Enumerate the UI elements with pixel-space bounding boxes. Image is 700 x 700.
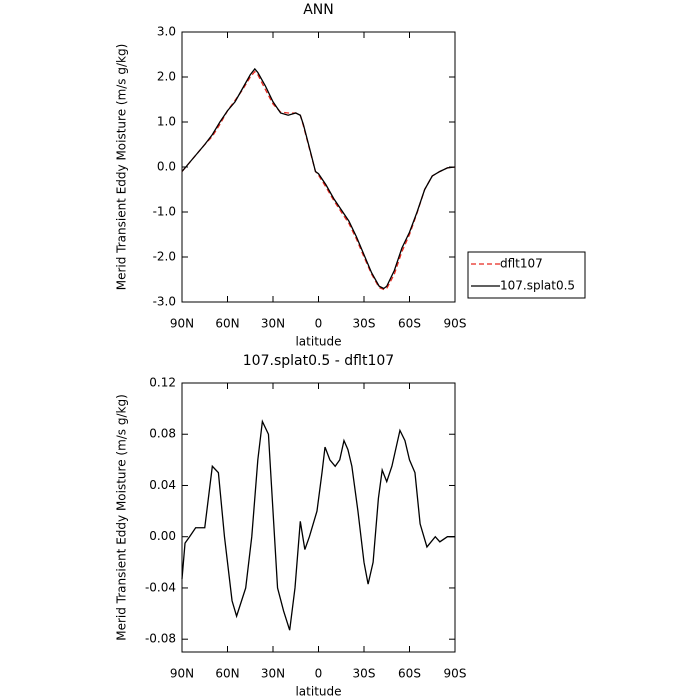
x-tick-label: 30S: [353, 667, 376, 681]
chart-title: ANN: [303, 2, 334, 18]
chart-title: 107.splat0.5 - dflt107: [243, 353, 394, 369]
legend-label: 107.splat0.5: [500, 279, 575, 293]
y-tick-label: 2.0: [157, 70, 176, 84]
y-axis-label: Merid Transient Eddy Moisture (m/s g/kg): [115, 44, 129, 291]
y-tick-label: 0.04: [149, 478, 176, 492]
y-tick-label: -0.04: [145, 580, 176, 594]
x-tick-label: 90N: [170, 667, 194, 681]
plot-frame: [181, 31, 456, 303]
x-axis-label: latitude: [295, 685, 341, 699]
x-tick-label: 0: [315, 667, 323, 681]
x-tick-label: 30N: [261, 667, 285, 681]
y-tick-label: -2.0: [153, 250, 176, 264]
y-tick-label: 0.08: [149, 427, 176, 441]
y-tick-label: -3.0: [153, 295, 176, 309]
y-tick-label: 0.00: [149, 529, 176, 543]
x-tick-label: 60N: [215, 317, 239, 331]
x-tick-label: 0: [315, 317, 323, 331]
y-tick-label: -0.08: [145, 632, 176, 646]
data-line: [181, 419, 455, 631]
y-axis-label: Merid Transient Eddy Moisture (m/s g/kg): [115, 394, 129, 641]
x-axis-label: latitude: [295, 335, 341, 349]
x-tick-label: 30S: [353, 317, 376, 331]
legend-box: [467, 251, 586, 299]
y-tick-label: 1.0: [157, 115, 176, 129]
data-line: [181, 67, 456, 290]
x-tick-label: 90N: [170, 317, 194, 331]
x-tick-label: 90S: [444, 317, 467, 331]
x-tick-label: 60S: [398, 667, 421, 681]
legend-label: dflt107: [500, 257, 543, 271]
x-tick-label: 60S: [398, 317, 421, 331]
y-tick-label: 0.0: [157, 160, 176, 174]
x-tick-label: 30N: [261, 317, 285, 331]
data-line: [181, 70, 456, 291]
y-tick-label: 0.12: [149, 376, 176, 390]
y-tick-label: -1.0: [153, 205, 176, 219]
x-tick-label: 90S: [444, 667, 467, 681]
y-tick-label: 3.0: [157, 25, 176, 39]
x-tick-label: 60N: [215, 667, 239, 681]
